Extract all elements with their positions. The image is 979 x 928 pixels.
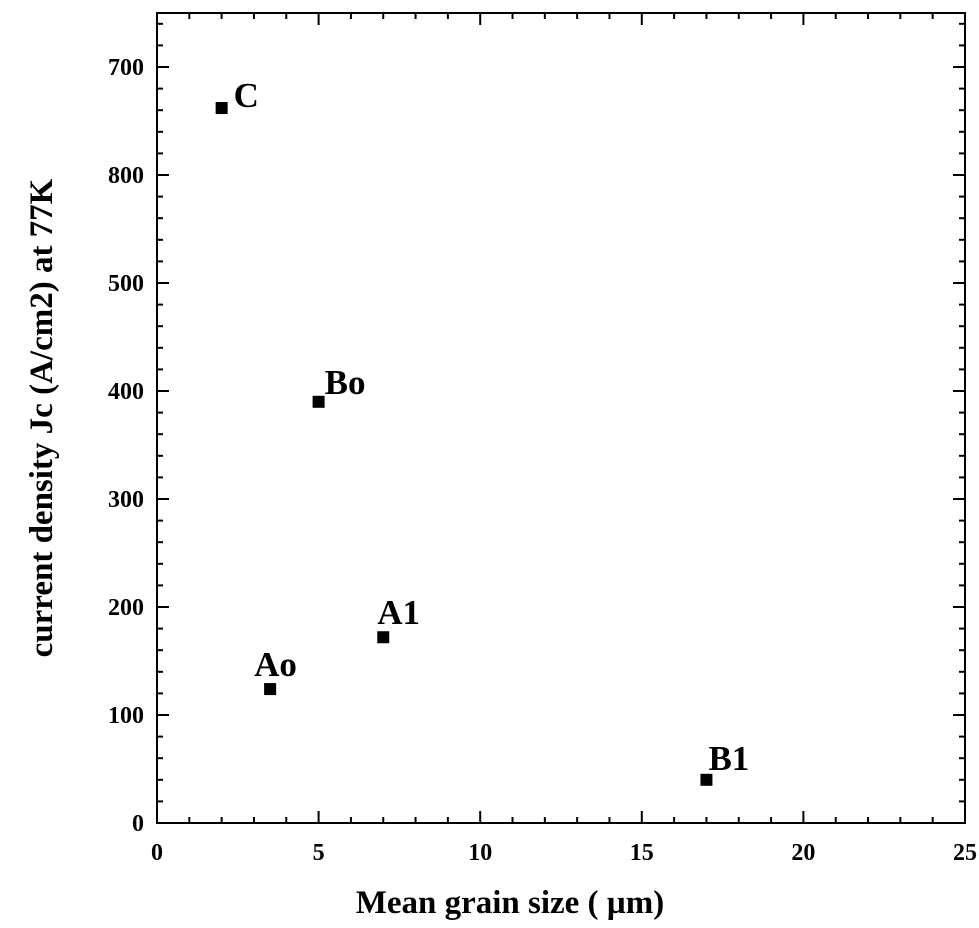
x-tick-label: 0 (151, 840, 163, 866)
data-point (215, 102, 228, 115)
y-tick-label: 300 (108, 487, 144, 513)
y-axis-tick-labels: 0 100 200 300 400 500 800 700 (108, 55, 144, 837)
x-axis-title: Mean grain size ( µm) (356, 885, 665, 921)
y-tick-label: 400 (108, 379, 144, 405)
x-tick-label: 25 (953, 840, 977, 866)
data-point-label: B1 (708, 739, 749, 778)
y-tick-label: 0 (132, 811, 144, 837)
x-axis-tick-labels: 0 5 10 15 20 25 (151, 840, 977, 866)
data-point-label: Bo (325, 363, 366, 402)
y-tick-label: 700 (108, 55, 144, 81)
plot-frame (156, 12, 966, 824)
x-tick-label: 15 (630, 840, 654, 866)
y-tick-label: 200 (108, 595, 144, 621)
data-point-label: C (234, 76, 259, 115)
data-point (312, 395, 325, 408)
y-tick-label: 100 (108, 703, 144, 729)
data-point (377, 631, 390, 644)
data-points: C Bo A1 Ao B1 (215, 76, 749, 786)
x-tick-label: 20 (791, 840, 815, 866)
x-tick-label: 10 (468, 840, 492, 866)
x-tick-label: 5 (313, 840, 325, 866)
y-axis-ticks (157, 22, 965, 824)
y-axis-title: current density Jc (A/cm2) at 77K (24, 178, 60, 657)
y-tick-label: 500 (108, 271, 144, 297)
data-point-label: Ao (254, 645, 297, 684)
x-axis-ticks (156, 13, 966, 823)
y-tick-label: 800 (108, 163, 144, 189)
data-point-label: A1 (377, 593, 420, 632)
data-point (264, 683, 277, 696)
data-point (700, 773, 713, 786)
